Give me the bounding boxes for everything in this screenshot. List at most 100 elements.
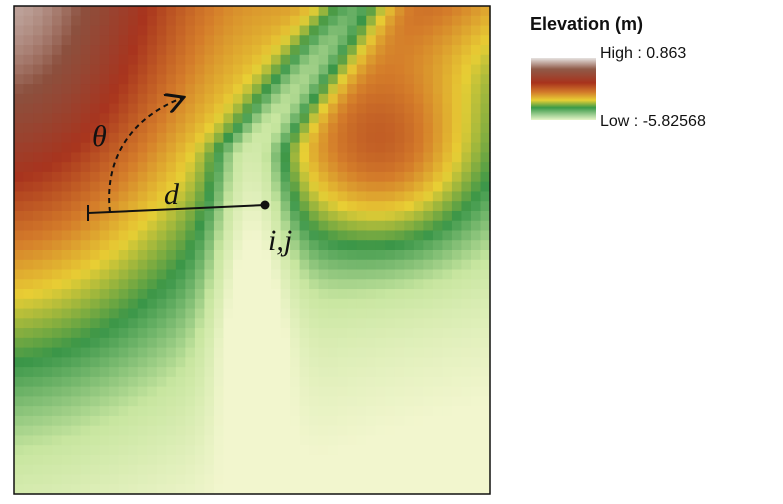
raster-cell xyxy=(404,435,414,445)
raster-cell xyxy=(338,65,348,75)
raster-cell xyxy=(223,211,233,221)
raster-cell xyxy=(271,474,281,484)
raster-cell xyxy=(376,143,386,153)
raster-cell xyxy=(309,104,319,114)
raster-cell xyxy=(62,152,72,162)
raster-cell xyxy=(157,260,167,270)
raster-cell xyxy=(176,484,186,494)
raster-cell xyxy=(452,465,462,475)
raster-cell xyxy=(157,348,167,358)
raster-cell xyxy=(252,445,262,455)
raster-cell xyxy=(290,104,300,114)
raster-cell xyxy=(271,182,281,192)
raster-cell xyxy=(81,45,91,55)
raster-cell xyxy=(195,396,205,406)
raster-cell xyxy=(138,221,148,231)
raster-cell xyxy=(204,270,214,280)
raster-cell xyxy=(461,74,471,84)
raster-cell xyxy=(357,406,367,416)
raster-cell xyxy=(185,435,195,445)
raster-cell xyxy=(195,84,205,94)
raster-cell xyxy=(442,270,452,280)
raster-cell xyxy=(452,484,462,494)
raster-cell xyxy=(262,338,272,348)
raster-cell xyxy=(404,406,414,416)
raster-cell xyxy=(366,6,376,16)
raster-cell xyxy=(252,260,262,270)
raster-cell xyxy=(233,484,243,494)
raster-cell xyxy=(338,113,348,123)
raster-cell xyxy=(185,143,195,153)
raster-cell xyxy=(328,133,338,143)
raster-cell xyxy=(281,211,291,221)
raster-cell xyxy=(233,143,243,153)
raster-cell xyxy=(328,338,338,348)
raster-cell xyxy=(14,74,24,84)
raster-cell xyxy=(328,289,338,299)
raster-cell xyxy=(147,250,157,260)
angle-label: θ xyxy=(92,120,107,153)
raster-cell xyxy=(128,113,138,123)
raster-cell xyxy=(81,309,91,319)
raster-cell xyxy=(24,426,34,436)
raster-cell xyxy=(138,377,148,387)
raster-cell xyxy=(357,35,367,45)
raster-cell xyxy=(271,84,281,94)
raster-cell xyxy=(281,45,291,55)
raster-cell xyxy=(480,240,490,250)
raster-cell xyxy=(100,474,110,484)
raster-cell xyxy=(62,221,72,231)
raster-cell xyxy=(14,270,24,280)
raster-cell xyxy=(480,211,490,221)
raster-cell xyxy=(185,6,195,16)
raster-cell xyxy=(81,406,91,416)
raster-cell xyxy=(385,133,395,143)
raster-cell xyxy=(271,357,281,367)
raster-cell xyxy=(100,387,110,397)
raster-cell xyxy=(423,133,433,143)
raster-cell xyxy=(309,211,319,221)
raster-cell xyxy=(480,387,490,397)
raster-cell xyxy=(138,250,148,260)
raster-cell xyxy=(147,455,157,465)
raster-cell xyxy=(385,338,395,348)
raster-cell xyxy=(214,279,224,289)
raster-cell xyxy=(109,6,119,16)
raster-cell xyxy=(414,143,424,153)
raster-cell xyxy=(147,357,157,367)
raster-cell xyxy=(100,484,110,494)
raster-cell xyxy=(128,182,138,192)
raster-cell xyxy=(90,357,100,367)
raster-cell xyxy=(166,406,176,416)
raster-cell xyxy=(119,26,129,36)
raster-cell xyxy=(366,191,376,201)
raster-cell xyxy=(214,416,224,426)
raster-cell xyxy=(319,484,329,494)
raster-cell xyxy=(62,162,72,172)
raster-cell xyxy=(290,182,300,192)
raster-cell xyxy=(214,426,224,436)
raster-cell xyxy=(43,465,53,475)
raster-cell xyxy=(71,367,81,377)
raster-cell xyxy=(71,338,81,348)
raster-cell xyxy=(309,445,319,455)
raster-cell xyxy=(128,74,138,84)
raster-cell xyxy=(328,309,338,319)
raster-cell xyxy=(366,55,376,65)
raster-cell xyxy=(157,35,167,45)
raster-cell xyxy=(471,143,481,153)
raster-cell xyxy=(357,279,367,289)
raster-cell xyxy=(262,113,272,123)
raster-cell xyxy=(100,250,110,260)
raster-cell xyxy=(14,455,24,465)
raster-cell xyxy=(366,250,376,260)
raster-cell xyxy=(347,26,357,36)
raster-cell xyxy=(81,113,91,123)
raster-cell xyxy=(385,299,395,309)
raster-cell xyxy=(166,289,176,299)
raster-cell xyxy=(14,367,24,377)
raster-cell xyxy=(62,211,72,221)
raster-cell xyxy=(347,133,357,143)
raster-cell xyxy=(480,416,490,426)
raster-cell xyxy=(395,26,405,36)
